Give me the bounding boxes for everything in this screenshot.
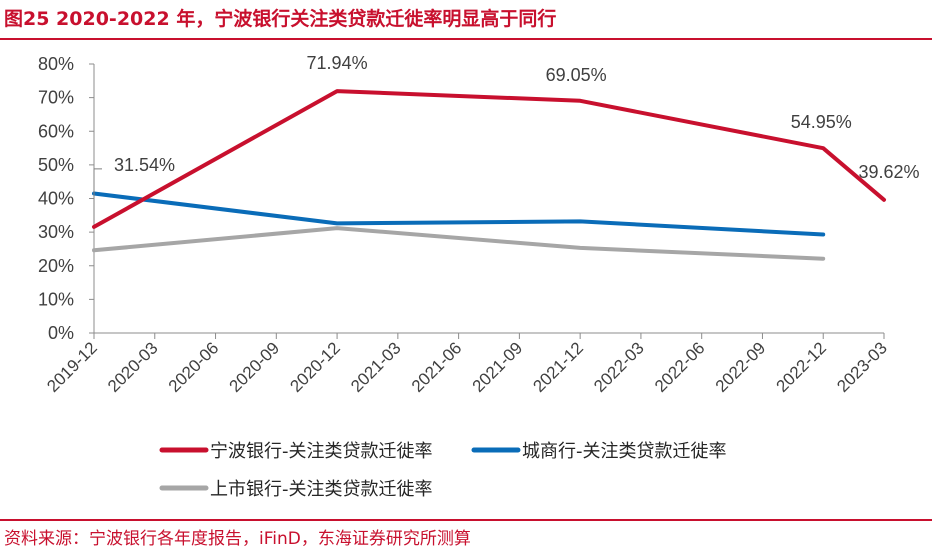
- x-tick-label: 2020-06: [165, 338, 223, 396]
- y-tick-label: 80%: [38, 54, 74, 74]
- x-tick-label: 2020-09: [226, 338, 284, 396]
- series-line: [92, 226, 826, 261]
- top-rule: [0, 38, 932, 40]
- y-tick-label: 60%: [38, 121, 74, 141]
- x-tick-label: 2022-06: [651, 338, 709, 396]
- x-tick-label: 2022-12: [773, 338, 831, 396]
- bottom-rule: [0, 519, 932, 521]
- source-note: 资料来源：宁波银行各年度报告，iFinD，东海证券研究所测算: [4, 529, 471, 549]
- x-tick-label: 2021-06: [408, 338, 466, 396]
- line-chart: 0% 10% 20% 30% 40% 50% 60% 70% 80% 2019-12 2020-03…: [38, 53, 920, 500]
- series-line: [92, 191, 826, 237]
- x-tick-label: 2020-03: [104, 338, 162, 396]
- y-tick-label: 10%: [38, 289, 74, 309]
- y-tick-label: 50%: [38, 155, 74, 175]
- data-label: 31.54%: [114, 155, 175, 175]
- x-tick-label: 2021-12: [529, 338, 587, 396]
- x-tick-label: 2023-03: [833, 338, 891, 396]
- legend-label: 城商行-关注类贷款迁徙率: [522, 441, 727, 462]
- chart-title: 图25 2020-2022 年，宁波银行关注类贷款迁徙率明显高于同行: [4, 8, 557, 30]
- annotation-callout-line: [93, 168, 102, 223]
- y-tick-label: 70%: [38, 88, 74, 108]
- legend-label: 上市银行-关注类贷款迁徙率: [210, 479, 433, 500]
- data-label: 69.05%: [546, 65, 607, 85]
- series-line: [92, 89, 886, 229]
- y-tick-label: 0%: [48, 323, 74, 343]
- x-tick-label: 2019-12: [43, 338, 101, 396]
- x-tick-label: 2022-09: [712, 338, 770, 396]
- y-tick-label: 30%: [38, 222, 74, 242]
- x-tick-label: 2021-09: [469, 338, 527, 396]
- y-tick-label: 20%: [38, 256, 74, 276]
- x-tick-label: 2022-03: [590, 338, 648, 396]
- data-label: 39.62%: [858, 162, 919, 182]
- data-label: 71.94%: [307, 53, 368, 73]
- x-tick-label: 2021-03: [347, 338, 405, 396]
- legend-label: 宁波银行-关注类贷款迁徙率: [210, 441, 433, 462]
- data-label: 54.95%: [791, 112, 852, 132]
- x-tick-label: 2020-12: [286, 338, 344, 396]
- y-tick-label: 40%: [38, 189, 74, 209]
